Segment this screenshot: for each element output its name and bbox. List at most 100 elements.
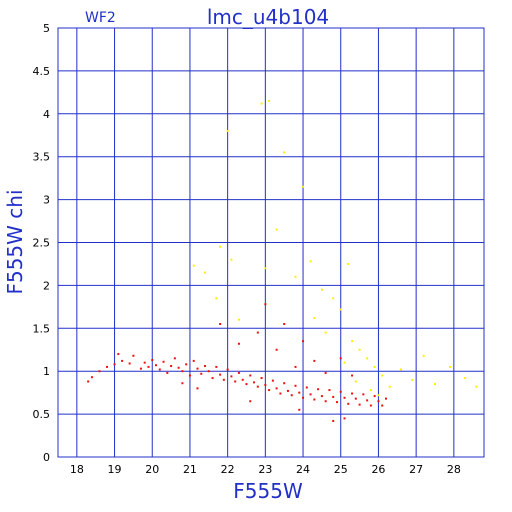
data-point bbox=[181, 370, 184, 373]
data-point bbox=[234, 380, 237, 383]
data-point bbox=[475, 385, 478, 388]
data-point bbox=[158, 368, 161, 371]
data-point bbox=[298, 408, 301, 411]
data-point bbox=[298, 391, 301, 394]
data-point bbox=[347, 402, 350, 405]
data-point bbox=[204, 271, 207, 274]
data-point bbox=[302, 396, 305, 399]
data-point bbox=[90, 376, 93, 379]
data-point bbox=[237, 371, 240, 374]
data-point bbox=[200, 372, 203, 375]
data-point bbox=[362, 393, 365, 396]
data-point bbox=[464, 377, 467, 380]
data-point bbox=[237, 318, 240, 321]
data-point bbox=[347, 262, 350, 265]
data-point bbox=[358, 403, 361, 406]
data-point bbox=[449, 365, 452, 368]
data-point bbox=[369, 404, 372, 407]
data-point bbox=[185, 363, 188, 366]
data-point bbox=[215, 365, 218, 368]
data-point bbox=[230, 258, 233, 261]
data-point bbox=[226, 129, 229, 132]
data-point bbox=[275, 228, 278, 231]
x-tick-label: 27 bbox=[409, 463, 423, 476]
data-point bbox=[305, 386, 308, 389]
x-tick-label: 24 bbox=[296, 463, 310, 476]
data-point bbox=[343, 396, 346, 399]
data-point bbox=[275, 387, 278, 390]
data-point bbox=[264, 303, 267, 306]
data-point bbox=[264, 383, 267, 386]
data-point bbox=[343, 417, 346, 420]
data-point bbox=[253, 381, 256, 384]
data-point bbox=[275, 348, 278, 351]
scatter-points bbox=[87, 99, 478, 422]
data-point bbox=[283, 323, 286, 326]
data-point bbox=[260, 102, 263, 105]
data-point bbox=[369, 389, 372, 392]
data-point bbox=[268, 99, 271, 102]
x-tick-label: 26 bbox=[371, 463, 385, 476]
data-point bbox=[173, 357, 176, 360]
data-point bbox=[151, 359, 154, 362]
x-tick-label: 22 bbox=[221, 463, 235, 476]
data-point bbox=[313, 317, 316, 320]
y-tick-label: 2.5 bbox=[33, 237, 51, 250]
data-point bbox=[366, 399, 369, 402]
data-point bbox=[320, 395, 323, 398]
data-point bbox=[237, 342, 240, 345]
data-point bbox=[313, 359, 316, 362]
y-tick-label: 3 bbox=[43, 194, 50, 207]
x-tick-label: 28 bbox=[447, 463, 461, 476]
data-point bbox=[294, 275, 297, 278]
data-point bbox=[377, 400, 380, 403]
data-point bbox=[181, 382, 184, 385]
data-point bbox=[177, 366, 180, 369]
data-point bbox=[324, 371, 327, 374]
data-point bbox=[204, 365, 207, 368]
data-point bbox=[283, 382, 286, 385]
x-tick-label: 18 bbox=[70, 463, 84, 476]
data-point bbox=[343, 361, 346, 364]
y-tick-label: 1 bbox=[43, 365, 50, 378]
data-point bbox=[279, 392, 282, 395]
y-tick-label: 3.5 bbox=[33, 151, 51, 164]
data-point bbox=[335, 401, 338, 404]
data-point bbox=[139, 367, 142, 370]
data-point bbox=[302, 340, 305, 343]
panel-label: WF2 bbox=[85, 10, 116, 26]
data-point bbox=[256, 331, 259, 334]
data-point bbox=[388, 385, 391, 388]
data-point bbox=[128, 362, 131, 365]
data-point bbox=[332, 297, 335, 300]
data-point bbox=[290, 394, 293, 397]
data-point bbox=[226, 368, 229, 371]
data-point bbox=[196, 387, 199, 390]
data-point bbox=[196, 367, 199, 370]
x-tick-label: 19 bbox=[108, 463, 122, 476]
data-point bbox=[328, 389, 331, 392]
data-point bbox=[207, 370, 210, 373]
data-point bbox=[309, 260, 312, 263]
data-point bbox=[215, 297, 218, 300]
data-point bbox=[117, 353, 120, 356]
data-point bbox=[132, 354, 135, 357]
data-point bbox=[302, 185, 305, 188]
data-point bbox=[339, 357, 342, 360]
data-point bbox=[249, 400, 252, 403]
data-point bbox=[324, 400, 327, 403]
data-point bbox=[192, 359, 195, 362]
data-point bbox=[121, 359, 124, 362]
data-point bbox=[294, 384, 297, 387]
data-point bbox=[113, 363, 116, 366]
data-point bbox=[219, 323, 222, 326]
data-point bbox=[324, 331, 327, 334]
data-point bbox=[192, 264, 195, 267]
data-point bbox=[354, 380, 357, 383]
data-point bbox=[373, 365, 376, 368]
y-tick-label: 0.5 bbox=[33, 408, 51, 421]
chart-title: lmc_u4b104 bbox=[207, 5, 329, 29]
y-tick-label: 0 bbox=[43, 451, 50, 464]
data-point bbox=[162, 360, 165, 363]
